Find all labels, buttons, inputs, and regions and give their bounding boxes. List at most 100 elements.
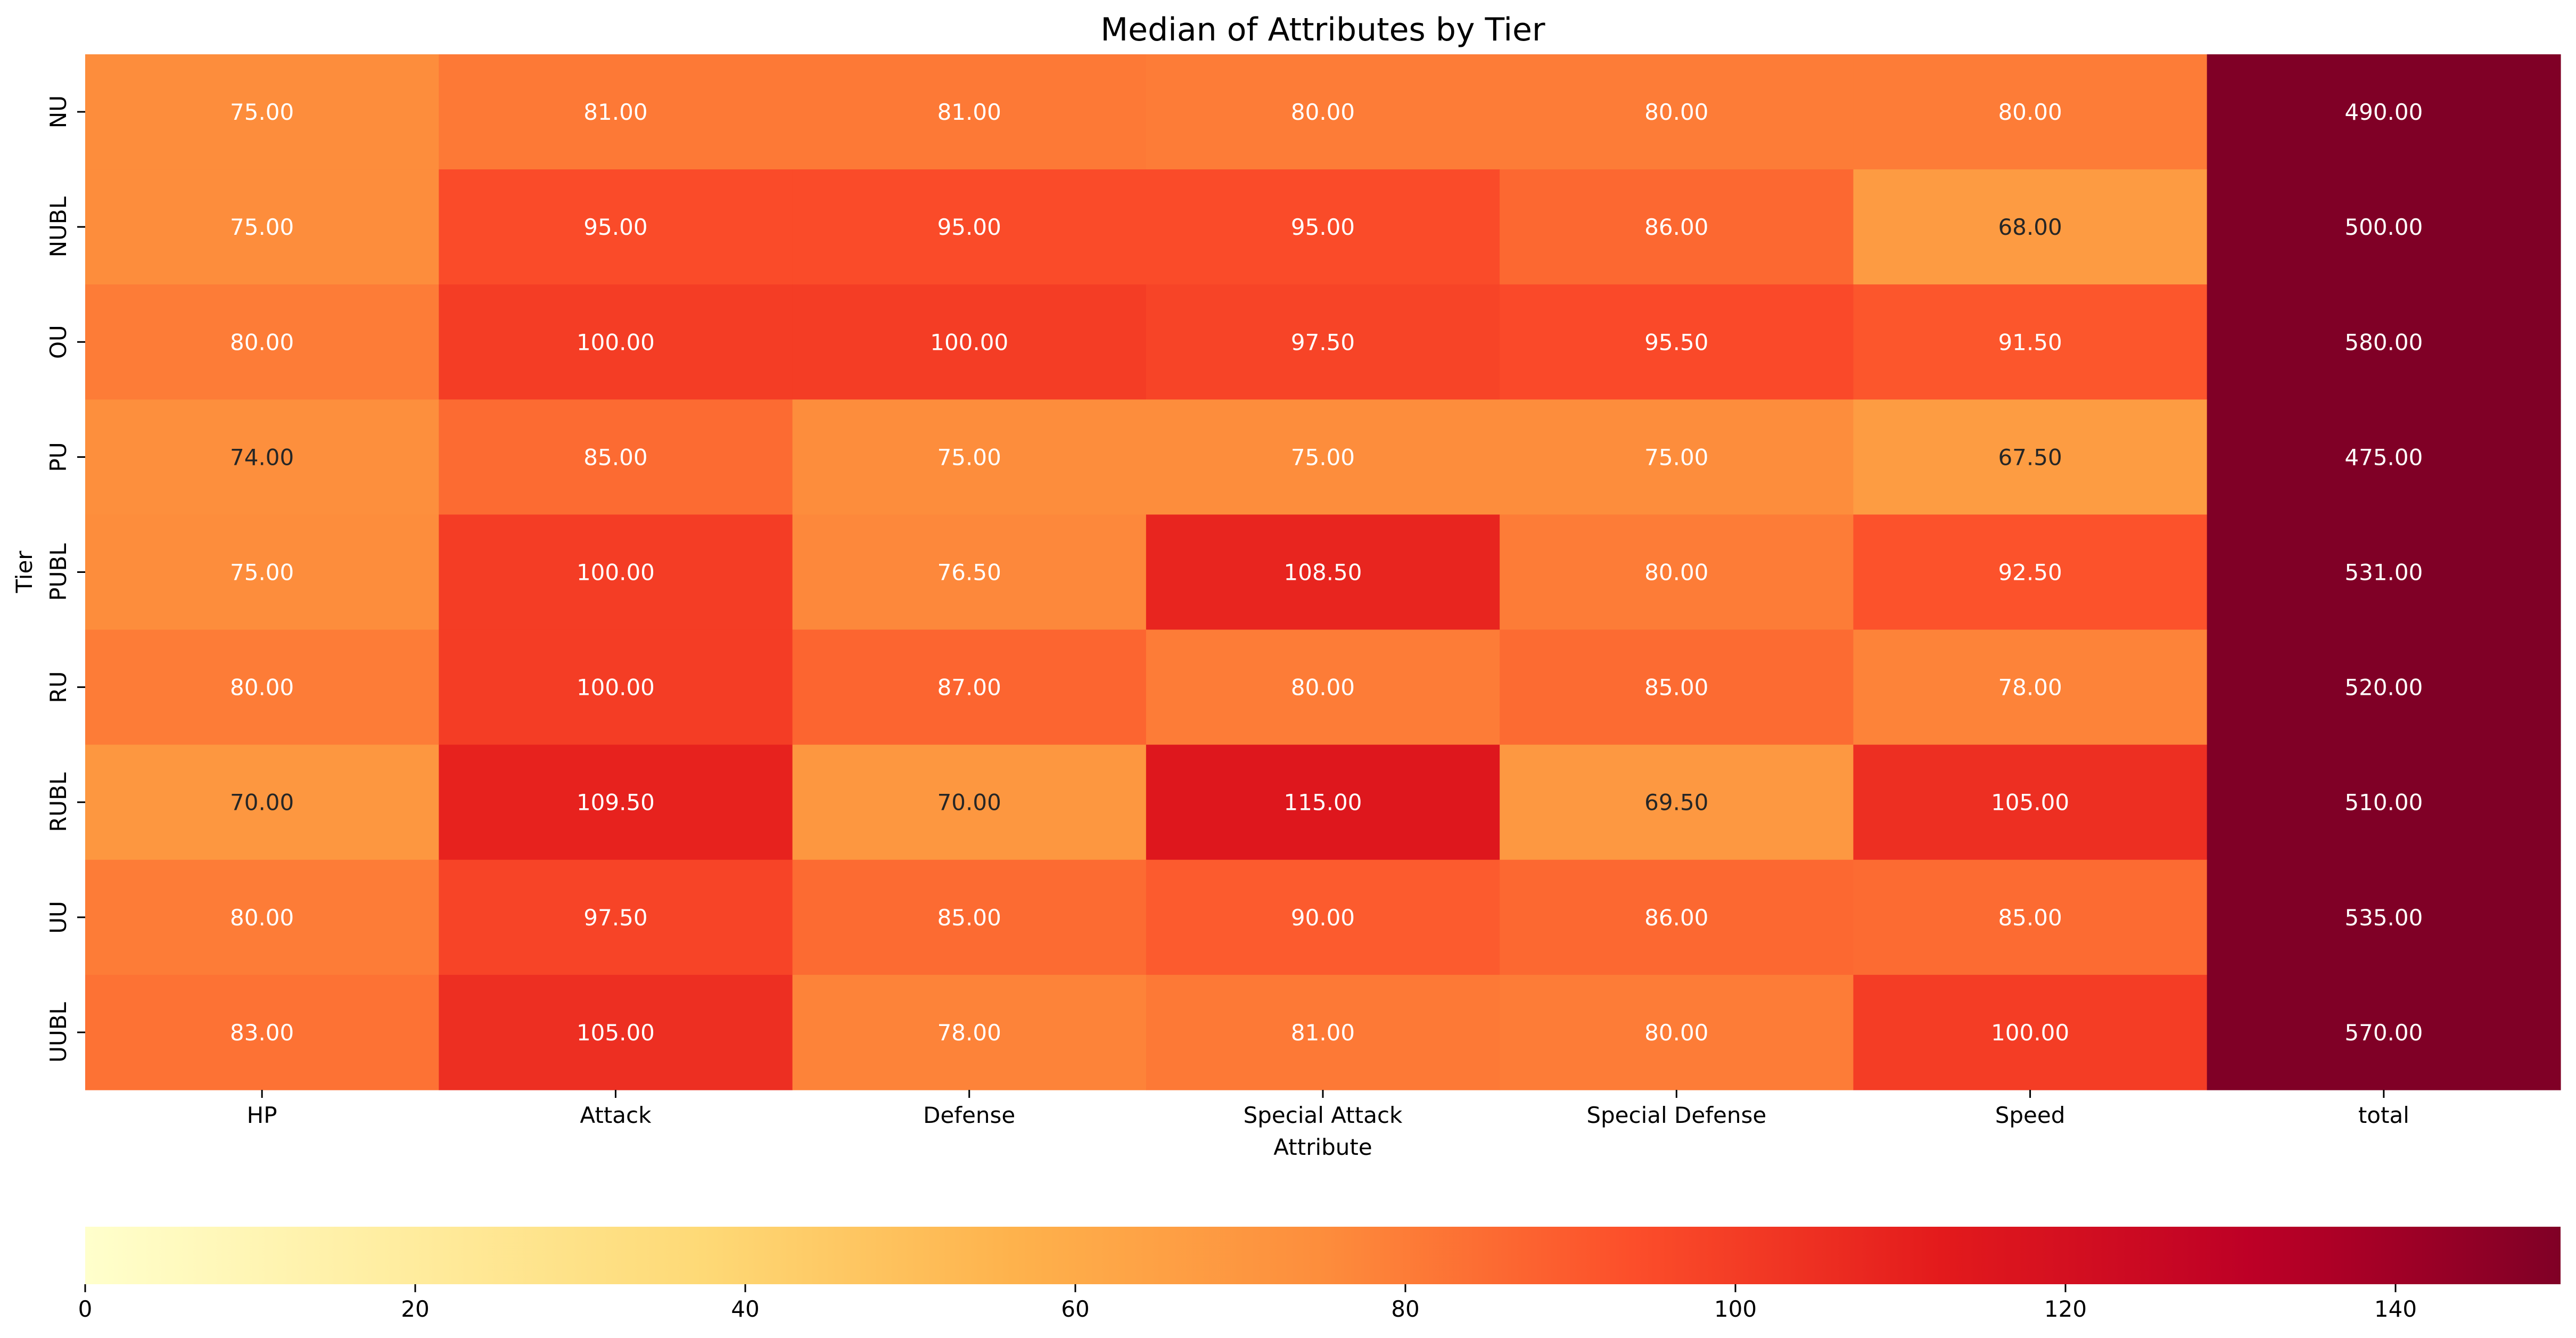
colorbar-ticks: 0 20 40 60 80 100 120 140 bbox=[78, 1284, 2417, 1322]
heatmap-cell bbox=[1146, 399, 1500, 515]
cell-annotation: 100.00 bbox=[577, 329, 655, 355]
heatmap-cell bbox=[439, 744, 793, 860]
heatmap-cell bbox=[1500, 629, 1854, 745]
y-tick-label: RUBL bbox=[45, 772, 71, 832]
heatmap-cell bbox=[439, 514, 793, 630]
heatmap-cell bbox=[792, 284, 1147, 400]
cell-annotation: 74.00 bbox=[230, 444, 294, 470]
heatmap-cell bbox=[1500, 54, 1854, 170]
heatmap-cell bbox=[792, 974, 1147, 1090]
cell-annotation: 80.00 bbox=[230, 675, 294, 701]
cell-annotation: 80.00 bbox=[230, 905, 294, 931]
heatmap-cell bbox=[2207, 169, 2561, 285]
heatmap-cell bbox=[1853, 974, 2208, 1090]
colorbar-tick-label: 20 bbox=[401, 1296, 429, 1322]
cell-annotation: 85.00 bbox=[583, 444, 647, 470]
colorbar-tick-label: 100 bbox=[1714, 1296, 1757, 1322]
cell-annotation: 580.00 bbox=[2344, 329, 2423, 355]
heatmap-cell bbox=[1500, 284, 1854, 400]
cell-annotation: 75.00 bbox=[1291, 444, 1355, 470]
x-axis-ticks: HP Attack Defense Special Attack Special Def… bbox=[247, 1090, 2409, 1128]
cell-annotation: 78.00 bbox=[937, 1020, 1001, 1046]
cell-annotation: 75.00 bbox=[230, 214, 294, 240]
cell-annotation: 500.00 bbox=[2344, 214, 2423, 240]
heatmap-cell bbox=[1853, 859, 2208, 975]
x-tick-label: Special Defense bbox=[1586, 1102, 1766, 1128]
x-tick-label: Attack bbox=[580, 1102, 652, 1128]
heatmap-cell bbox=[1853, 54, 2208, 170]
y-tick-label: PU bbox=[45, 442, 71, 472]
cell-annotation: 100.00 bbox=[577, 675, 655, 701]
colorbar bbox=[85, 1227, 2561, 1284]
heatmap-cell bbox=[1146, 629, 1500, 745]
cell-annotation: 86.00 bbox=[1644, 905, 1708, 931]
heatmap-cell bbox=[2207, 54, 2561, 170]
heatmap-cell bbox=[85, 284, 439, 400]
chart-title: Median of Attributes by Tier bbox=[1100, 11, 1545, 48]
heatmap-cell bbox=[1500, 514, 1854, 630]
cell-annotation: 510.00 bbox=[2344, 790, 2423, 816]
heatmap-cell bbox=[1146, 284, 1500, 400]
cell-annotation: 85.00 bbox=[937, 905, 1001, 931]
heatmap-cell bbox=[1146, 974, 1500, 1090]
cell-annotation: 75.00 bbox=[230, 99, 294, 125]
y-tick-label: NU bbox=[45, 95, 71, 128]
cell-annotation: 83.00 bbox=[230, 1020, 294, 1046]
heatmap-cell bbox=[1853, 284, 2208, 400]
cell-annotation: 68.00 bbox=[1998, 214, 2062, 240]
heatmap-cell bbox=[85, 514, 439, 630]
cell-annotation: 75.00 bbox=[937, 444, 1001, 470]
heatmap-cell bbox=[439, 169, 793, 285]
cell-annotation: 109.50 bbox=[577, 790, 655, 816]
heatmap-cell bbox=[792, 514, 1147, 630]
colorbar-tick-label: 80 bbox=[1391, 1296, 1419, 1322]
cell-annotation: 85.00 bbox=[1644, 675, 1708, 701]
heatmap-cell bbox=[792, 629, 1147, 745]
colorbar-tick-label: 120 bbox=[2044, 1296, 2087, 1322]
heatmap-cell bbox=[85, 169, 439, 285]
heatmap-cell bbox=[85, 629, 439, 745]
heatmap-cell bbox=[2207, 629, 2561, 745]
cell-annotation: 531.00 bbox=[2344, 560, 2423, 586]
cell-annotation: 75.00 bbox=[230, 560, 294, 586]
x-tick-label: Speed bbox=[1995, 1102, 2065, 1128]
y-tick-label: UUBL bbox=[45, 1002, 71, 1062]
heatmap-cell bbox=[439, 859, 793, 975]
y-tick-label: OU bbox=[45, 325, 71, 359]
heatmap-cell bbox=[1146, 859, 1500, 975]
cell-annotation: 85.00 bbox=[1998, 905, 2062, 931]
heatmap-cell bbox=[85, 974, 439, 1090]
cell-annotation: 67.50 bbox=[1998, 444, 2062, 470]
cell-annotation: 100.00 bbox=[930, 329, 1008, 355]
heatmap-cell bbox=[85, 744, 439, 860]
heatmap-cell bbox=[1146, 54, 1500, 170]
cell-annotation: 81.00 bbox=[583, 99, 647, 125]
cell-annotation: 95.00 bbox=[1291, 214, 1355, 240]
heatmap-cell bbox=[2207, 744, 2561, 860]
heatmap-cell bbox=[1853, 399, 2208, 515]
heatmap-cell bbox=[1500, 399, 1854, 515]
heatmap-cell bbox=[2207, 514, 2561, 630]
y-tick-label: PUBL bbox=[45, 543, 71, 601]
heatmap-cell bbox=[1146, 744, 1500, 860]
cell-annotation: 475.00 bbox=[2344, 444, 2423, 470]
heatmap-cell bbox=[1500, 974, 1854, 1090]
cell-annotation: 91.50 bbox=[1998, 329, 2062, 355]
cell-annotation: 97.50 bbox=[583, 905, 647, 931]
x-tick-label: HP bbox=[247, 1102, 277, 1128]
heatmap-cell bbox=[85, 54, 439, 170]
cell-annotation: 70.00 bbox=[230, 790, 294, 816]
cell-annotation: 100.00 bbox=[1991, 1020, 2069, 1046]
heatmap-cell bbox=[2207, 399, 2561, 515]
heatmap-cell bbox=[792, 744, 1147, 860]
heatmap-cell bbox=[1500, 169, 1854, 285]
cell-annotation: 75.00 bbox=[1644, 444, 1708, 470]
cell-annotation: 80.00 bbox=[1644, 1020, 1708, 1046]
y-tick-label: UU bbox=[45, 901, 71, 933]
cell-annotation: 76.50 bbox=[937, 560, 1001, 586]
heatmap-cell bbox=[1500, 859, 1854, 975]
heatmap-cell bbox=[1146, 514, 1500, 630]
cell-annotation: 92.50 bbox=[1998, 560, 2062, 586]
cell-annotation: 100.00 bbox=[577, 560, 655, 586]
